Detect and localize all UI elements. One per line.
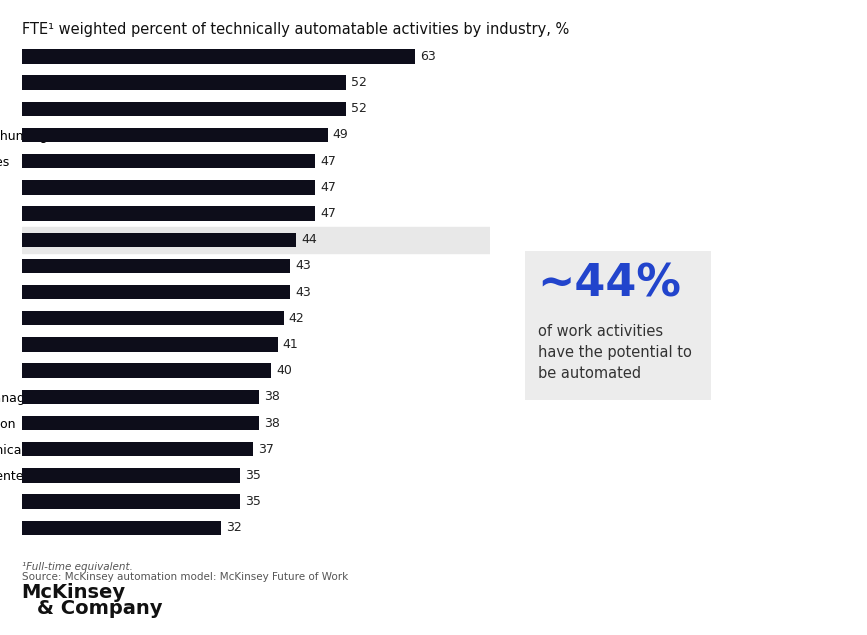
Text: 32: 32 — [226, 521, 242, 534]
Text: 35: 35 — [245, 495, 261, 508]
Bar — [22, 521, 221, 535]
Text: ~44%: ~44% — [538, 262, 681, 305]
Text: ¹Full-time equivalent.: ¹Full-time equivalent. — [22, 562, 133, 572]
Bar — [22, 311, 284, 326]
Text: 40: 40 — [277, 364, 292, 377]
Bar — [22, 76, 346, 90]
Bar — [22, 390, 259, 404]
Text: 47: 47 — [320, 181, 336, 194]
Text: 35: 35 — [245, 469, 261, 482]
Bar — [22, 258, 290, 273]
Bar — [22, 285, 290, 299]
Bar — [22, 363, 271, 378]
Bar — [22, 206, 315, 221]
Bar — [22, 102, 346, 116]
Text: 47: 47 — [320, 207, 336, 220]
Text: 52: 52 — [351, 102, 367, 116]
Text: 43: 43 — [295, 260, 311, 272]
Text: 37: 37 — [257, 443, 273, 456]
Bar — [22, 468, 240, 483]
Bar — [22, 232, 297, 247]
Bar — [22, 180, 315, 194]
Text: 41: 41 — [283, 338, 298, 351]
Bar — [22, 337, 277, 352]
Text: 43: 43 — [295, 286, 311, 298]
Text: McKinsey: McKinsey — [22, 583, 126, 602]
Text: 38: 38 — [264, 417, 280, 429]
Text: & Company: & Company — [37, 599, 163, 618]
Text: Source: McKinsey automation model: McKinsey Future of Work: Source: McKinsey automation model: McKin… — [22, 572, 348, 582]
Text: 63: 63 — [420, 50, 436, 63]
Bar — [22, 227, 490, 253]
Text: 47: 47 — [320, 155, 336, 168]
Text: FTE¹ weighted percent of technically automatable activities by industry, %: FTE¹ weighted percent of technically aut… — [22, 22, 569, 37]
Bar — [22, 495, 240, 509]
Bar — [22, 128, 328, 142]
Text: 42: 42 — [289, 312, 304, 324]
Text: 44: 44 — [302, 233, 317, 246]
Text: of work activities
have the potential to
be automated: of work activities have the potential to… — [538, 324, 691, 381]
Bar — [22, 50, 415, 64]
Text: 49: 49 — [333, 128, 349, 142]
Text: 38: 38 — [264, 391, 280, 403]
Text: 52: 52 — [351, 76, 367, 89]
Bar — [22, 442, 252, 457]
Bar — [22, 416, 259, 431]
Bar — [22, 154, 315, 168]
